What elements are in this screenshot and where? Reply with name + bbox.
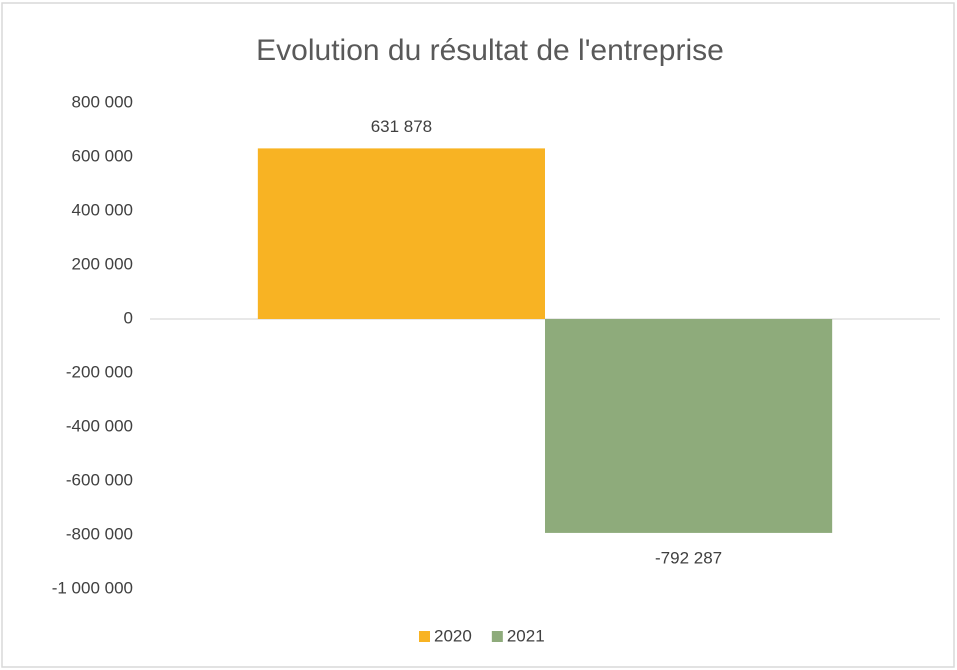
data-label: 631 878 — [371, 117, 432, 136]
y-tick-label: 0 — [124, 308, 133, 327]
y-tick-label: 200 000 — [72, 254, 133, 273]
y-tick-label: 600 000 — [72, 146, 133, 165]
y-tick-label: -400 000 — [66, 416, 133, 435]
y-tick-label: -200 000 — [66, 362, 133, 381]
legend-swatch — [491, 631, 503, 642]
chart-title: Evolution du résultat de l'entreprise — [256, 34, 724, 67]
legend-swatch — [419, 631, 430, 642]
data-label: -792 287 — [655, 548, 722, 567]
y-tick-label: -1 000 000 — [52, 578, 133, 597]
legend-label: 2021 — [507, 626, 545, 645]
bar — [545, 319, 833, 533]
legend-label: 2020 — [434, 626, 472, 645]
y-tick-label: -800 000 — [66, 524, 133, 543]
y-tick-label: -600 000 — [66, 470, 133, 489]
y-tick-label: 800 000 — [72, 92, 133, 111]
bar — [257, 148, 545, 319]
y-tick-label: 400 000 — [72, 200, 133, 219]
